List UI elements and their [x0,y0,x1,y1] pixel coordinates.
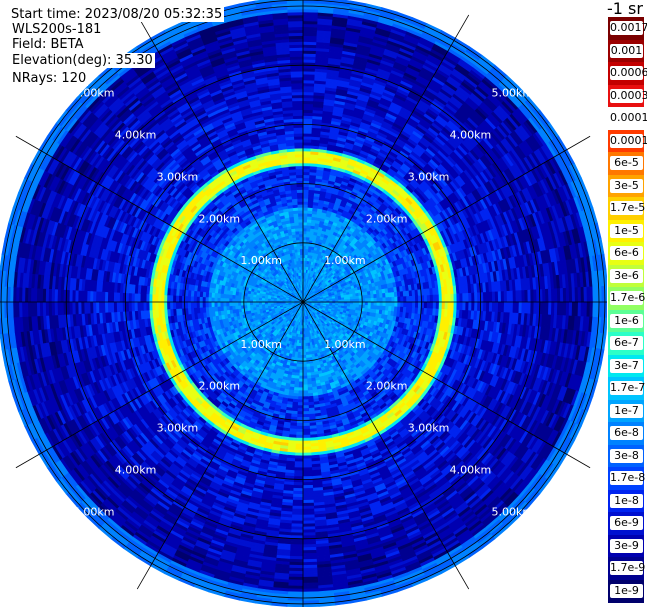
ppi-cell [429,294,434,303]
ppi-cell [376,297,381,303]
ppi-cell [462,293,467,303]
ppi-cell [403,301,407,308]
ppi-cell [302,224,308,229]
ppi-cell [394,301,399,308]
ppi-cell [468,292,473,303]
ppi-cell [302,165,311,170]
ppi-cell [409,301,413,309]
ppi-cell [364,294,369,300]
ppi-cell [302,218,308,223]
ppi-cell [302,230,308,235]
ppi-cell [426,294,431,303]
ppi-cell [352,298,357,303]
ppi-cell [302,201,309,205]
ppi-cell [302,233,307,238]
ppi-cell [302,153,312,158]
ppi-cell [414,301,419,309]
ppi-cell [355,298,360,303]
ppi-cell [302,118,313,123]
ppi-cell [302,198,309,202]
ppi-cell [429,301,434,310]
ppi-cell [400,296,404,303]
ppi-cell [302,245,307,250]
ppi-cell [367,298,372,303]
ppi-cell [482,301,487,312]
ppi-cell [414,295,419,303]
ppi-cell [441,294,446,303]
ppi-cell [456,301,461,311]
ppi-cell [474,292,478,303]
ppi-cell [400,301,404,308]
ppi-cell [403,296,407,303]
ppi-cell [447,301,452,311]
ppi-cell [373,301,378,307]
ppi-cell [435,294,440,303]
ppi-cell [302,144,312,149]
ppi-cell [355,301,360,306]
ppi-cell [364,298,369,303]
ppi-cell [409,295,413,303]
ppi-cell [367,301,372,306]
ppi-cell [482,292,487,303]
ppi-cell [370,297,375,303]
ppi-cell [450,293,455,303]
ppi-cell [385,301,390,307]
ppi-cell [382,297,387,303]
ppi-cell [388,301,393,307]
ppi-cell [474,301,478,312]
ppi-cell [302,192,310,196]
ppi-cell [435,301,440,310]
ppi-cell [302,132,313,137]
ppi-cell [394,296,399,303]
ppi-cell [302,212,308,217]
ppi-cell [302,215,308,220]
ppi-cell [468,301,473,312]
ppi-cell [441,301,446,310]
ppi-cell [302,236,307,241]
ppi-cell [302,138,312,143]
ppi-cell [302,127,313,131]
ppi-cell [306,230,311,235]
ppi-cell [379,297,384,303]
ppi-cell [302,206,309,211]
ppi-cell [382,301,387,307]
ppi-cell [447,293,452,303]
ppi-cell [456,293,461,303]
ppi-cell [426,301,431,310]
ppi-cell [370,294,375,299]
ppi-cell [385,297,390,303]
ppi-cell [379,301,384,307]
ppi-cell [488,301,493,313]
ppi-cell [302,221,308,226]
ppi-cell [370,301,375,307]
ppi-cell [376,301,381,307]
ppi-cell [488,291,493,303]
ppi-cell [503,301,508,314]
ppi-cell [302,186,310,191]
ppi-cell [302,150,312,155]
ppi-cell [302,171,311,176]
ppi-cell [302,227,308,232]
ppi-cell [302,97,315,102]
ppi-cell [302,159,311,164]
ppi-cell [503,290,508,303]
ppi-cell [462,301,467,311]
ppi-cell [373,297,378,303]
ppi-cell [364,301,369,306]
ppi-cell [302,112,314,117]
ppi-data-cells [0,0,607,607]
ppi-cell [302,174,311,179]
ppi-cell [450,301,455,311]
ppi-cell [370,305,375,310]
ppi-cell [388,297,393,303]
